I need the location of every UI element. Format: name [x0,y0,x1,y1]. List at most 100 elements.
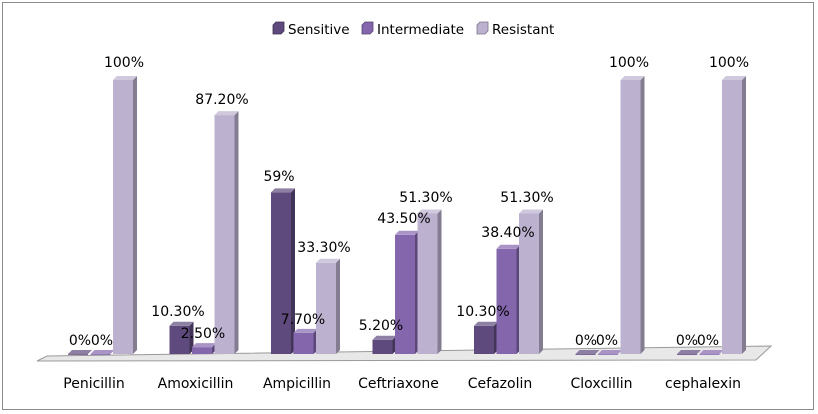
category-group [68,76,137,355]
bar-top [316,258,340,263]
bar-top [417,209,442,214]
bar-resistant [113,76,137,354]
bar-sensitive [575,350,600,355]
category-group [372,209,442,354]
bar-top [519,209,543,214]
bar-side [336,258,340,354]
bar-intermediate [192,343,216,354]
data-label: 100% [609,55,649,71]
legend-label: Resistant [492,22,554,38]
bar-intermediate [699,350,724,355]
data-label: 0% [575,333,597,349]
category-group [677,76,746,355]
bar-top [677,350,701,354]
category-group [169,111,239,355]
data-label: 0% [596,333,618,349]
bar-intermediate [395,230,419,354]
data-label: 7.70% [281,312,325,328]
x-tick-label: cephalexin [665,376,741,392]
data-label: 0% [676,333,698,349]
bar-top [620,76,645,80]
bar-front [68,354,88,355]
bar-intermediate [598,350,622,355]
bar-front [214,115,235,355]
bar-top [90,350,115,354]
bar-intermediate [496,244,521,354]
data-label: 5.20% [359,318,403,334]
data-label: 0% [91,333,113,349]
bar-front [699,354,720,355]
legend-item: Sensitive [272,21,350,38]
bar-top [214,111,239,116]
bar-front [722,80,742,354]
data-label: 2.50% [181,326,225,342]
bar-front [620,80,641,354]
bar-front [293,332,314,354]
bar-resistant [417,209,442,354]
bar-side [234,111,239,355]
bar-front [575,354,596,355]
bar-top [169,321,194,326]
bar-side [640,76,645,354]
data-label: 100% [709,55,749,71]
bar-sensitive [372,335,397,354]
bar-top [192,343,216,348]
bar-side [437,209,442,354]
legend-swatch [272,21,285,35]
data-label: 59% [263,169,294,185]
bar-side [133,76,137,354]
bar-front [474,325,494,354]
bar-side [539,209,543,354]
category-group [575,76,645,355]
bar-resistant [214,111,239,355]
bar-resistant [722,76,746,354]
bar-sensitive [169,321,194,354]
data-label: 100% [104,55,144,71]
bar-front [113,80,133,354]
bar-front [192,347,212,354]
x-tick-label: Cefazolin [468,376,532,392]
bar-top [575,350,600,354]
bar-front [395,234,415,354]
bar-front [169,325,190,354]
bar-side [189,321,194,354]
bar-top [68,350,92,354]
bar-resistant [519,209,543,354]
legend-label: Intermediate [377,22,464,38]
legend: Sensitive Intermediate Resistant [272,21,554,38]
x-tick-label: Ceftriaxone [358,376,439,392]
bar-resistant [316,258,340,354]
bar-top [699,350,724,354]
bar-side [291,188,295,354]
data-label: 51.30% [500,190,553,206]
bar-front [519,213,539,354]
bar-sensitive [474,321,498,354]
bar-front [372,339,393,354]
bar-front [271,192,291,354]
bar-intermediate [90,350,115,355]
bar-top [271,188,295,193]
bar-front [316,262,336,354]
bar-top [496,244,521,249]
x-tick-label: Ampicillin [263,376,331,392]
category-group [474,209,543,354]
bar-sensitive [271,188,295,354]
bar-resistant [620,76,645,354]
bar-top [113,76,137,80]
legend-swatch [476,21,489,35]
legend-item: Resistant [476,21,554,38]
category-group [271,188,340,354]
bar-front [677,354,697,355]
x-tick-label: Amoxicillin [158,376,234,392]
data-label: 51.30% [399,190,452,206]
legend-label: Sensitive [288,22,350,38]
bar-top [372,335,397,340]
data-label: 38.40% [481,225,534,241]
bar-top [722,76,746,80]
bar-top [598,350,622,354]
data-label: 33.30% [297,240,350,256]
data-label: 10.30% [456,304,509,320]
bar-top [474,321,498,326]
data-label: 43.50% [377,211,430,227]
